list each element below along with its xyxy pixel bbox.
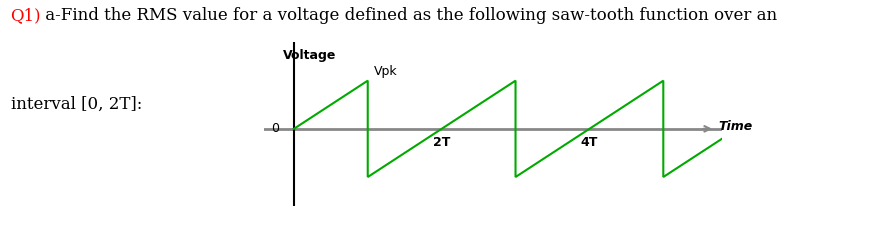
Text: 0: 0 — [271, 122, 279, 135]
Text: Time: Time — [719, 120, 753, 133]
Text: Voltage: Voltage — [283, 49, 337, 62]
Text: interval [0, 2T]:: interval [0, 2T]: — [11, 96, 142, 113]
Text: 2T: 2T — [433, 136, 450, 149]
Text: 4T: 4T — [581, 136, 598, 149]
Text: Q1): Q1) — [11, 7, 41, 24]
Text: Vpk: Vpk — [374, 65, 397, 78]
Text: a-Find the RMS value for a voltage defined as the following saw-tooth function o: a-Find the RMS value for a voltage defin… — [40, 7, 777, 24]
